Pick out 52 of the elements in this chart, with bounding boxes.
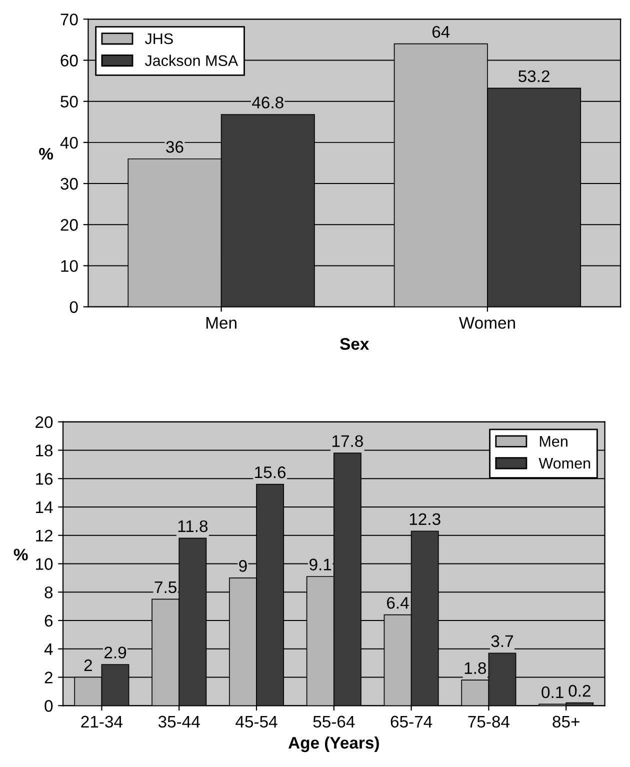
data-label: 53.2: [518, 70, 550, 82]
y-axis-title: %: [14, 548, 28, 560]
y-tick-label: 40: [60, 136, 78, 149]
legend-label: Women: [538, 458, 590, 469]
y-tick-label: 50: [60, 96, 78, 108]
y-axis-title: %: [39, 148, 54, 160]
y-tick-label: 0: [44, 700, 53, 712]
data-label: 6.4: [387, 596, 409, 609]
x-tick-label: 55-64: [313, 716, 355, 728]
y-tick-label: 8: [44, 586, 53, 598]
y-tick-label: 20: [60, 219, 78, 231]
data-label: 46.8: [252, 96, 284, 108]
data-label: 36: [166, 141, 184, 153]
y-tick-label: 2: [44, 672, 52, 684]
y-tick-label: 4: [44, 643, 53, 655]
legend-label: JHS: [144, 33, 173, 44]
y-tick-label: 60: [60, 54, 78, 66]
x-tick-label: 65-74: [390, 716, 432, 728]
data-label: 64: [432, 26, 450, 38]
data-label: 9.1: [310, 558, 332, 570]
data-label: 12.3: [410, 513, 440, 526]
data-label: 9: [239, 560, 247, 572]
y-tick-label: 0: [70, 301, 78, 314]
x-tick-label: 35-44: [158, 716, 200, 728]
y-tick-label: 16: [36, 473, 53, 485]
data-label: 7.5: [154, 582, 176, 594]
legend-label: Jackson MSA: [144, 54, 238, 66]
y-tick-label: 18: [36, 444, 53, 456]
y-tick-label: 6: [44, 614, 53, 627]
data-label: 3.7: [491, 635, 513, 648]
y-tick-label: 14: [36, 502, 53, 514]
data-label: 11.8: [178, 520, 208, 532]
data-label: 15.6: [255, 466, 286, 478]
y-tick-label: 10: [61, 260, 78, 272]
data-label: 17.8: [332, 435, 363, 447]
y-tick-label: 12: [36, 530, 52, 542]
data-label: 1.8: [464, 662, 486, 674]
y-tick-label: 70: [60, 14, 78, 26]
x-tick-label: 75-84: [468, 716, 510, 728]
y-tick-label: 30: [60, 178, 78, 190]
data-label: 0.2: [568, 684, 590, 697]
x-tick-label: 85+: [552, 716, 580, 728]
data-label: 2.9: [104, 646, 126, 658]
x-tick-label: 21-34: [81, 716, 123, 728]
x-tick-label: 45-54: [236, 716, 278, 728]
y-tick-label: 10: [36, 558, 53, 570]
x-axis-title: Age (Years): [288, 736, 379, 752]
data-label: 2: [84, 659, 92, 672]
data-label: 0.1: [542, 686, 564, 698]
x-axis-title: Sex: [340, 338, 370, 350]
y-tick-label: 20: [36, 416, 53, 428]
legend-label: Men: [540, 436, 568, 447]
